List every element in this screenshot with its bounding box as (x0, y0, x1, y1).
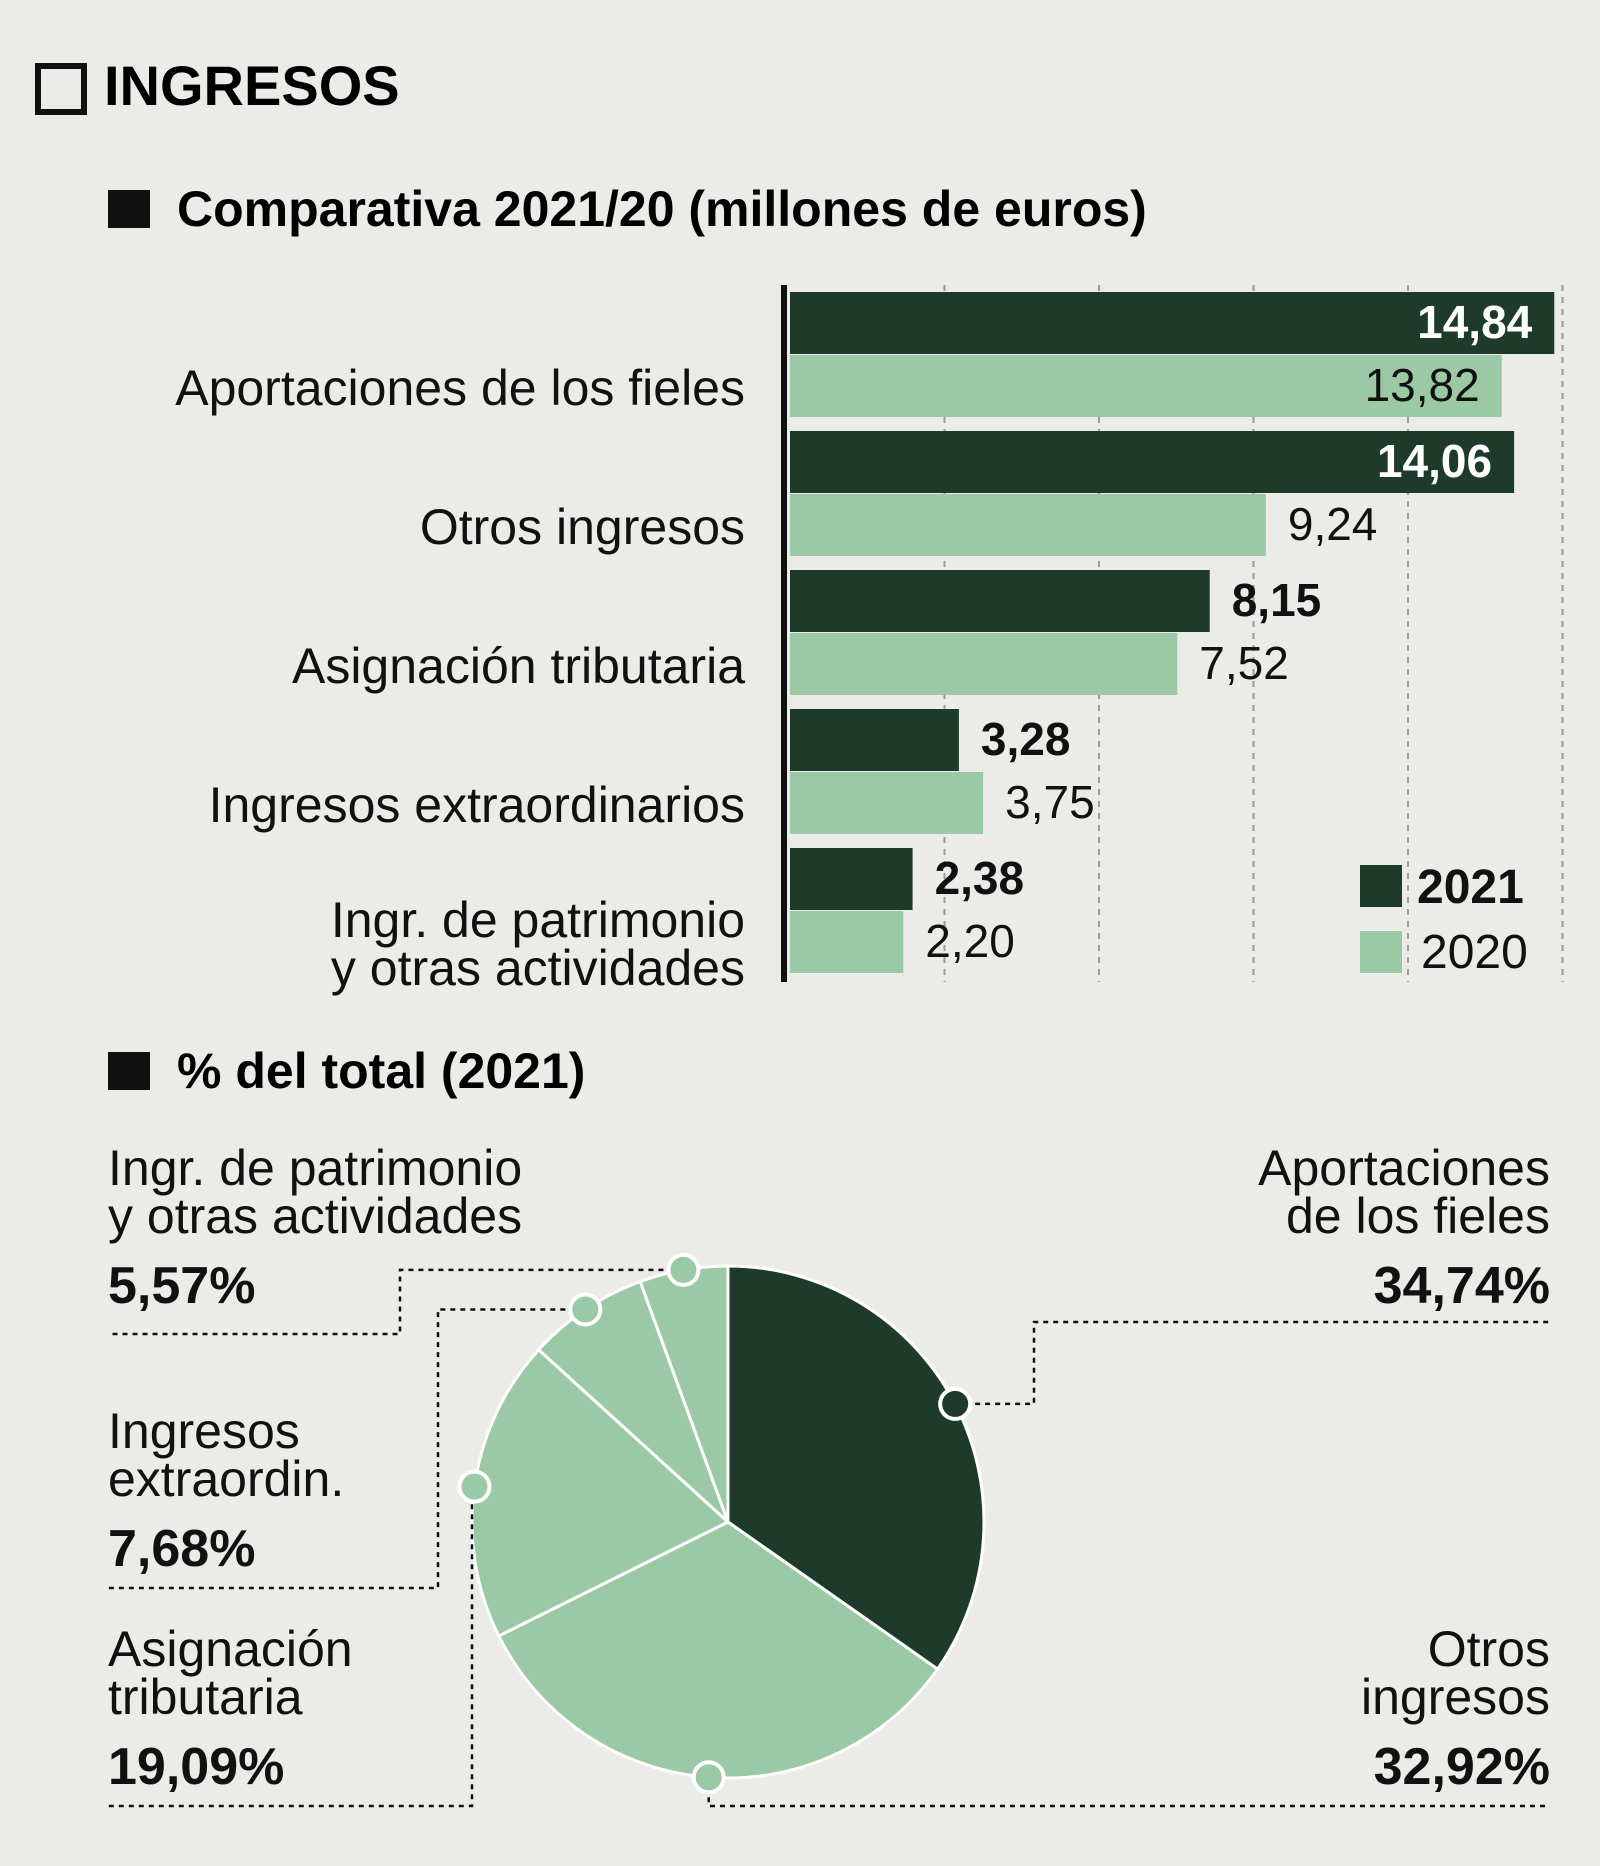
pie-percent-label: 7,68% (108, 1520, 255, 1578)
category-label: Otros ingresos (420, 499, 745, 555)
leader-line (108, 1308, 586, 1590)
category-label: Ingr. de patrimonio (331, 892, 745, 948)
leader-line (108, 1268, 684, 1336)
pie-category-label: Ingr. de patrimonio (108, 1140, 522, 1196)
pie-chart-title: % del total (2021) (177, 1043, 585, 1099)
bar-2021 (790, 709, 959, 771)
pie-category-label: de los fieles (1286, 1188, 1550, 1244)
bar-2021 (790, 848, 913, 910)
data-label-2020: 3,75 (1005, 776, 1095, 828)
header-box-icon (35, 63, 87, 115)
slice-marker (938, 1386, 973, 1421)
legend-label-2020: 2020 (1421, 926, 1528, 979)
data-label-2020: 7,52 (1199, 637, 1289, 689)
slice-marker (457, 1469, 492, 1504)
category-label: y otras actividades (331, 940, 745, 996)
bar-2021 (790, 292, 1555, 354)
header-title: INGRESOS (104, 54, 400, 117)
data-label-2020: 9,24 (1288, 498, 1378, 550)
data-label-2021: 2,38 (935, 852, 1025, 904)
data-label-2020: 2,20 (925, 915, 1015, 967)
data-label-2020: 13,82 (1365, 359, 1480, 411)
category-label: Asignación tributaria (292, 638, 745, 694)
pie-category-label: ingresos (1361, 1669, 1550, 1725)
slice-marker (691, 1760, 726, 1795)
pie-category-label: tributaria (108, 1669, 303, 1725)
category-label: Ingresos extraordinarios (209, 777, 745, 833)
bar-chart: 14,84 13,82 Aportaciones de los fieles 14,0… (175, 285, 1564, 996)
pie-category-label: extraordin. (108, 1451, 344, 1507)
bar-chart-title: Comparativa 2021/20 (millones de euros) (177, 181, 1147, 237)
slice-marker (568, 1292, 603, 1327)
legend-swatch-2020 (1360, 931, 1402, 973)
legend-label-2021: 2021 (1417, 861, 1524, 914)
legend-swatch-2021 (1360, 865, 1402, 907)
data-label-2021: 8,15 (1232, 574, 1322, 626)
pie-category-label: Asignación (108, 1621, 353, 1677)
slice-marker (666, 1252, 701, 1287)
data-label-2021: 14,06 (1377, 435, 1492, 487)
category-label: Aportaciones de los fieles (175, 360, 745, 416)
data-label-2021: 14,84 (1417, 296, 1533, 348)
bar-2020 (790, 494, 1266, 556)
pie-category-label: y otras actividades (108, 1188, 522, 1244)
pie-percent-label: 34,74% (1374, 1257, 1550, 1315)
pie-chart-square-icon (108, 1052, 150, 1090)
bar-2020 (790, 911, 904, 973)
pie-category-label: Otros (1428, 1621, 1550, 1677)
pie-category-label: Ingresos (108, 1403, 300, 1459)
data-label-2021: 3,28 (981, 713, 1071, 765)
bar-chart-square-icon (108, 190, 150, 228)
bar-2020 (790, 772, 984, 834)
pie-percent-label: 19,09% (108, 1738, 284, 1796)
bar-2020 (790, 633, 1178, 695)
bar-2020 (790, 355, 1502, 417)
bar-2021 (790, 431, 1515, 493)
pie-category-label: Aportaciones (1258, 1140, 1550, 1196)
pie-percent-label: 5,57% (108, 1257, 255, 1315)
pie-percent-label: 32,92% (1374, 1738, 1550, 1796)
bar-2021 (790, 570, 1210, 632)
